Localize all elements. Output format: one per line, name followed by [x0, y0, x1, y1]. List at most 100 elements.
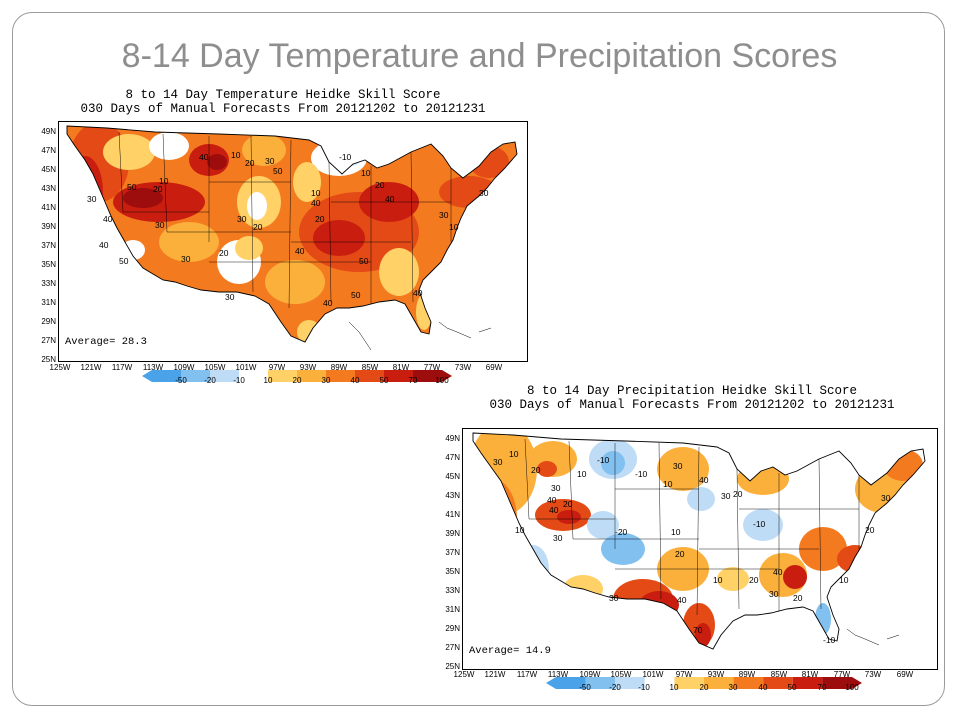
legend-tick: 50 [787, 683, 797, 692]
lon-tick: 93W [299, 363, 317, 372]
lon-tick: 69W [896, 670, 914, 679]
lat-tick: 37N [41, 241, 56, 250]
contour-label: 30 [181, 254, 191, 264]
legend-tick: 20 [292, 376, 302, 385]
legend-swatch [585, 677, 616, 689]
legend-swatch [355, 370, 384, 382]
precipitation-caption-title: 8 to 14 Day Precipitation Heidke Skill S… [526, 384, 858, 398]
legend-tick: 30 [728, 683, 738, 692]
lon-tick: 85W [361, 363, 379, 372]
precipitation-legend-labels: -50 -20 -10 10 20 30 40 50 70 100 [546, 683, 862, 693]
precipitation-legend-bar [546, 677, 862, 689]
legend-swatch-right-end [442, 370, 452, 382]
legend-swatch [181, 370, 210, 382]
lat-tick: 43N [445, 491, 460, 500]
contour-label: 30 [479, 188, 489, 198]
contour-label: 20 [253, 222, 263, 232]
legend-tick: 10 [263, 376, 273, 385]
contour-label: 30 [265, 156, 275, 166]
legend-tick: 50 [379, 376, 389, 385]
legend-swatch [704, 677, 734, 689]
contour-label: 50 [351, 290, 361, 300]
legend-tick: -50 [175, 376, 187, 385]
contour-label: 20 [375, 180, 385, 190]
legend-tick: 100 [435, 376, 449, 385]
contour-label: -20 [615, 527, 628, 537]
contour-label: 10 [663, 479, 673, 489]
legend-tick: -50 [579, 683, 591, 692]
lat-tick: 29N [445, 624, 460, 633]
legend-tick: 40 [758, 683, 768, 692]
contour-label: 10 [515, 525, 525, 535]
lat-tick: 45N [41, 165, 56, 174]
lon-tick: 73W [864, 670, 882, 679]
precipitation-panel: 8 to 14 Day Precipitation Heidke Skill S… [442, 384, 942, 694]
contour-label: -10 [635, 469, 648, 479]
lat-tick: 33N [41, 279, 56, 288]
temperature-caption-subtitle: 030 Days of Manual Forecasts From 201212… [80, 102, 486, 116]
lat-tick: 39N [445, 529, 460, 538]
lat-tick: 25N [41, 355, 56, 364]
lon-tick: 125W [453, 670, 475, 679]
contour-label: 20 [793, 593, 803, 603]
lon-tick: 69W [485, 363, 503, 372]
legend-swatch [822, 677, 852, 689]
contour-label: 20 [733, 489, 743, 499]
legend-swatch-right-end [852, 677, 862, 689]
contour-label: 10 [159, 176, 169, 186]
lat-tick: 27N [445, 643, 460, 652]
contour-label: 50 [127, 182, 137, 192]
legend-swatch [733, 677, 764, 689]
legend-swatch [152, 370, 181, 382]
contour-label: 10 [449, 222, 459, 232]
lon-tick: 101W [235, 363, 257, 372]
contour-label: 50 [273, 166, 283, 176]
legend-swatch [763, 677, 793, 689]
contour-label: 30 [439, 210, 449, 220]
slide-frame [12, 12, 945, 706]
lat-tick: 45N [445, 472, 460, 481]
contour-label: 50 [119, 256, 129, 266]
lat-tick: 47N [445, 453, 460, 462]
contour-label: -10 [823, 635, 836, 645]
contour-label: 20 [315, 214, 325, 224]
lon-tick: 89W [330, 363, 348, 372]
lon-tick: 121W [80, 363, 102, 372]
temperature-legend-labels: -50 -20 -10 10 20 30 40 50 70 100 [142, 376, 452, 386]
lon-tick: 125W [49, 363, 71, 372]
lon-tick: 105W [610, 670, 632, 679]
lat-tick: 35N [41, 260, 56, 269]
contour-label: 30 [553, 533, 563, 543]
legend-swatch [326, 370, 355, 382]
lon-tick: 121W [484, 670, 506, 679]
lon-tick: 117W [516, 670, 538, 679]
precipitation-average: Average= 14.9 [469, 645, 551, 657]
legend-tick: -10 [233, 376, 245, 385]
contour-label: 30 [237, 214, 247, 224]
lat-tick: 39N [41, 222, 56, 231]
contour-label: 40 [677, 595, 687, 605]
lon-tick: 101W [642, 670, 664, 679]
lat-tick: 25N [445, 662, 460, 671]
contour-label: 50 [359, 256, 369, 266]
legend-tick: 40 [350, 376, 360, 385]
legend-swatch-left-end [142, 370, 152, 382]
temperature-caption-title: 8 to 14 Day Temperature Heidke Skill Sco… [125, 88, 441, 102]
lat-tick: 41N [445, 510, 460, 519]
contour-label: 30 [721, 491, 731, 501]
contour-label: 10 [577, 469, 587, 479]
contour-label: 40 [547, 495, 557, 505]
precipitation-lon-axis: 125W 121W 117W 113W 109W 105W 101W 97W 9… [454, 670, 938, 682]
slide-title: 8-14 Day Temperature and Precipitation S… [121, 37, 838, 75]
lon-tick: 97W [268, 363, 286, 372]
contour-label: 30 [769, 589, 779, 599]
contour-label: 10 [311, 188, 321, 198]
legend-swatch [792, 677, 823, 689]
contour-label: 40 [699, 475, 709, 485]
contour-label: 20 [219, 248, 229, 258]
lon-tick: 81W [392, 363, 410, 372]
legend-tick: 20 [699, 683, 709, 692]
legend-tick: 30 [321, 376, 331, 385]
lat-tick: 49N [445, 434, 460, 443]
contour-label: 10 [509, 449, 519, 459]
